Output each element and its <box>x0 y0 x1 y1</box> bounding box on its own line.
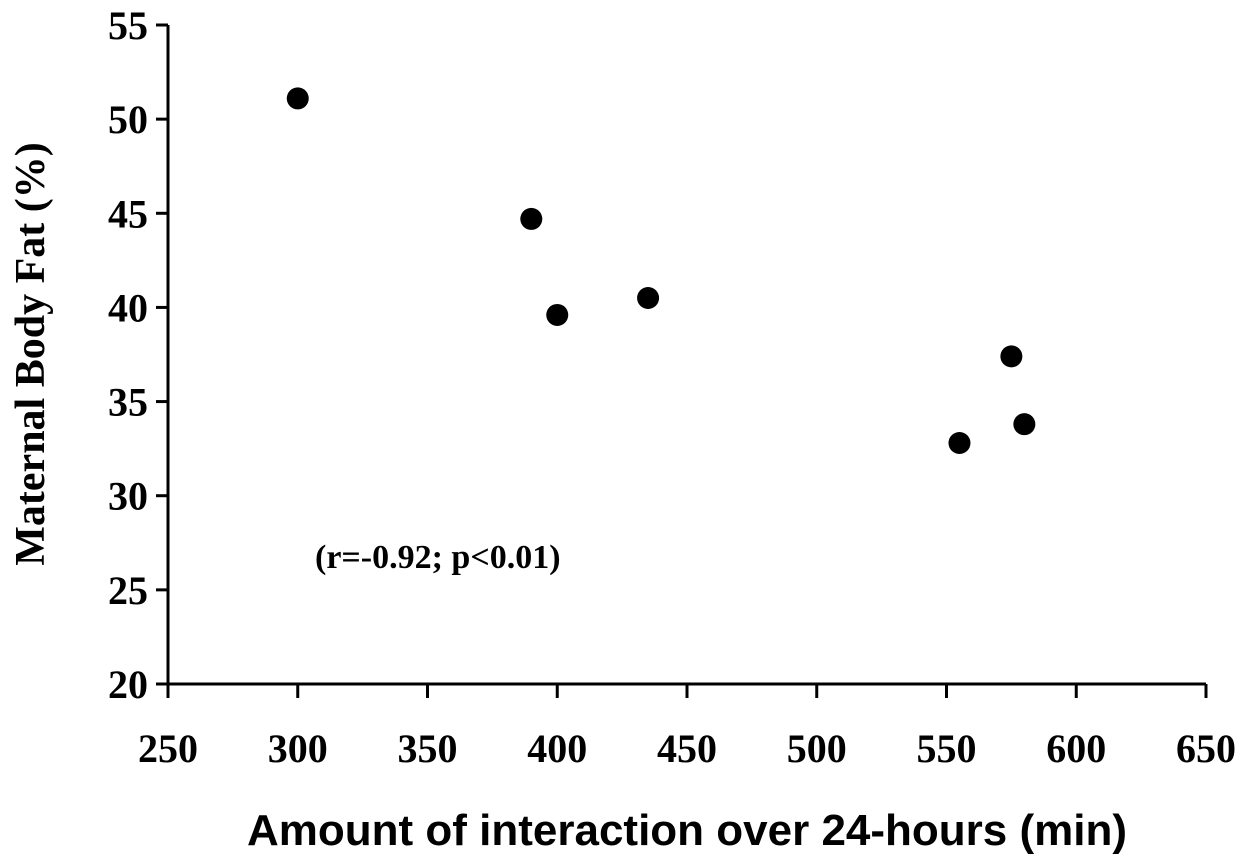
data-points <box>286 87 1036 454</box>
y-tick-label: 25 <box>108 568 148 613</box>
x-tick-label: 550 <box>917 726 977 771</box>
x-axis-title: Amount of interaction over 24-hours (min… <box>247 806 1127 855</box>
y-ticks: 20 25 30 35 40 45 50 55 <box>108 3 168 707</box>
x-tick-label: 450 <box>657 726 717 771</box>
correlation-annotation: (r=-0.92; p<0.01) <box>315 539 561 576</box>
data-point <box>1000 345 1023 368</box>
x-tick-label: 500 <box>787 726 847 771</box>
x-tick-label: 400 <box>527 726 587 771</box>
x-tick-label: 650 <box>1176 726 1236 771</box>
data-point <box>948 431 971 454</box>
axes <box>166 25 1206 686</box>
x-ticks: 250 300 350 400 450 500 550 600 650 <box>138 684 1236 771</box>
x-tick-label: 250 <box>138 726 198 771</box>
y-tick-label: 50 <box>108 97 148 142</box>
y-tick-label: 20 <box>108 662 148 707</box>
y-tick-label: 45 <box>108 191 148 236</box>
y-tick-label: 40 <box>108 285 148 330</box>
x-tick-label: 300 <box>268 726 328 771</box>
data-point <box>637 287 660 310</box>
y-tick-label: 35 <box>108 380 148 425</box>
y-axis-title: Maternal Body Fat (%) <box>8 142 54 565</box>
data-point <box>286 87 309 110</box>
y-tick-label: 55 <box>108 3 148 48</box>
x-tick-label: 350 <box>398 726 458 771</box>
data-point <box>546 303 569 326</box>
data-point <box>520 207 543 230</box>
y-tick-label: 30 <box>108 474 148 519</box>
x-tick-label: 600 <box>1046 726 1106 771</box>
data-point <box>1013 413 1036 436</box>
